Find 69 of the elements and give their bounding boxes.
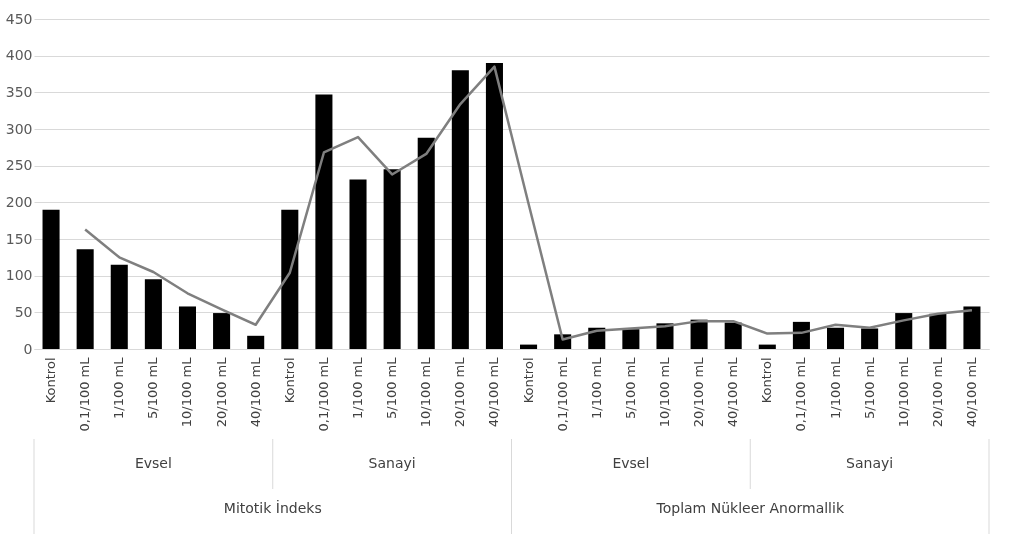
x-tick-label: Kontrol bbox=[520, 357, 536, 404]
y-tick-label: 250 bbox=[5, 157, 33, 174]
x-tick-label: 5/100 mL bbox=[861, 356, 877, 420]
bar bbox=[281, 209, 299, 349]
x-tick-label: 1/100 mL bbox=[350, 356, 366, 420]
bar bbox=[315, 94, 333, 349]
bar bbox=[383, 169, 401, 349]
x-tick-label: 1/100 mL bbox=[827, 356, 843, 420]
y-tick-label: 50 bbox=[14, 303, 33, 320]
y-tick-label: 150 bbox=[5, 230, 33, 247]
bar bbox=[963, 306, 981, 349]
y-tick-label: 450 bbox=[5, 10, 33, 27]
bar bbox=[520, 344, 538, 349]
y-tick-label: 100 bbox=[5, 267, 33, 284]
x-tick-label: 40/100 mL bbox=[963, 356, 979, 428]
text: Sanayi bbox=[368, 455, 416, 471]
x-tick-label: 10/100 mL bbox=[895, 356, 911, 428]
x-tick-label: 40/100 mL bbox=[247, 356, 263, 428]
x-tick-label: 1/100 mL bbox=[588, 356, 604, 420]
x-tick-label: 5/100 mL bbox=[145, 356, 161, 420]
y-tick-label: 200 bbox=[5, 193, 33, 210]
bar bbox=[622, 329, 640, 349]
text: Evsel bbox=[134, 455, 172, 471]
x-tick-label: 20/100 mL bbox=[691, 356, 707, 428]
x-tick-label: 40/100 mL bbox=[486, 356, 502, 428]
bar bbox=[826, 327, 845, 349]
bar bbox=[178, 306, 197, 349]
x-tick-label: 20/100 mL bbox=[929, 356, 945, 428]
y-tick-label: 300 bbox=[5, 120, 33, 137]
bar bbox=[247, 335, 265, 349]
bar bbox=[451, 70, 469, 349]
text: Sanayi bbox=[846, 455, 894, 471]
bar bbox=[349, 179, 367, 349]
x-tick-label: 0,1/100 mL bbox=[77, 356, 93, 432]
x-tick-label: Kontrol bbox=[43, 357, 59, 404]
line-series bbox=[83, 65, 974, 341]
x-tick-label: 0,1/100 mL bbox=[315, 356, 331, 432]
x-tick-label: 20/100 mL bbox=[213, 356, 229, 428]
x-tick-label: Kontrol bbox=[759, 357, 775, 404]
x-tick-label: 20/100 mL bbox=[452, 356, 468, 428]
bar bbox=[485, 63, 503, 349]
x-tick-label: 10/100 mL bbox=[656, 356, 672, 428]
text: Evsel bbox=[612, 455, 650, 471]
x-tick-label: 0,1/100 mL bbox=[793, 356, 809, 432]
y-tick-label: 0 bbox=[23, 340, 33, 357]
y-tick-label: 400 bbox=[5, 47, 33, 64]
y-tick-label: 350 bbox=[5, 83, 33, 100]
bar bbox=[690, 319, 708, 349]
text: Mitotik İndeks bbox=[223, 499, 322, 516]
x-tick-label: 40/100 mL bbox=[725, 356, 741, 428]
bar bbox=[417, 137, 435, 349]
x-tick-label: 5/100 mL bbox=[622, 356, 638, 420]
bar bbox=[724, 322, 742, 349]
bar bbox=[895, 313, 913, 349]
bar bbox=[213, 313, 231, 349]
x-tick-label: 1/100 mL bbox=[111, 356, 127, 420]
bar bbox=[929, 313, 947, 349]
bar bbox=[76, 249, 94, 349]
bar bbox=[110, 264, 128, 349]
x-tick-label: Kontrol bbox=[281, 357, 297, 404]
bar bbox=[758, 344, 776, 349]
bar bbox=[861, 328, 879, 349]
x-tick-label: 5/100 mL bbox=[384, 356, 400, 420]
x-tick-label: 10/100 mL bbox=[418, 356, 434, 428]
bar bbox=[42, 209, 60, 349]
x-tick-label: 10/100 mL bbox=[179, 356, 195, 428]
text: Toplam Nükleer Anormallik bbox=[655, 500, 845, 516]
bar bbox=[144, 279, 162, 349]
x-tick-label: 0,1/100 mL bbox=[554, 356, 570, 432]
